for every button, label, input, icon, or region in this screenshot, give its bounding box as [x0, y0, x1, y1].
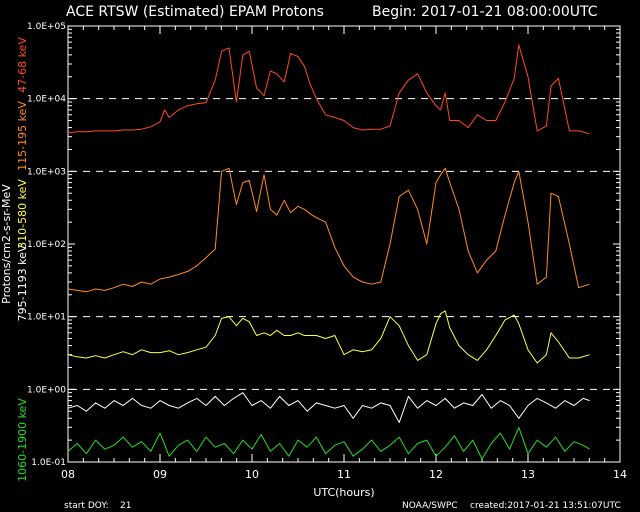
- y-tick-label: 1.0E+00: [27, 385, 66, 395]
- start-doy-value: 21: [120, 501, 131, 511]
- x-tick-label: 11: [337, 468, 351, 481]
- series-label-3: 310-580 keV: [16, 179, 29, 249]
- series-line-2: [67, 167, 590, 293]
- y-tick-label: 1.0E+03: [27, 167, 66, 177]
- y-tick-label: 1.0E-01: [31, 458, 66, 468]
- series-line-5: [67, 426, 590, 460]
- y-axis-ticks: 1.0E-01 1.0E+00 1.0E+01 1.0E+02 1.0E+03 1.0E+…: [27, 22, 620, 468]
- series-label-1: 47-68 keV: [16, 37, 29, 93]
- y-tick-label: 1.0E+02: [27, 240, 66, 250]
- series-label-5: 1060-1900 keV: [16, 398, 29, 482]
- legend-vertical: 47-68 keV 115-195 keV 310-580 keV795-1193 …: [16, 37, 29, 482]
- x-tick-label: 14: [613, 468, 627, 481]
- footer-created: created:2017-01-21 13:51:07UTC: [470, 501, 621, 511]
- x-tick-label: 08: [61, 468, 75, 481]
- series-lines: [67, 44, 590, 460]
- series-label-2: 115-195 keV: [16, 101, 29, 171]
- x-tick-label: 12: [429, 468, 443, 481]
- footer-source: NOAA/SWPC: [402, 501, 458, 511]
- series-line-3: [67, 310, 590, 364]
- series-label-4: 795-1193 keV: [16, 244, 29, 321]
- x-tick-label: 13: [521, 468, 535, 481]
- x-axis-ticks: 08 09 10 11 12 13 14: [61, 26, 627, 481]
- series-line-4: [67, 392, 590, 423]
- start-doy-label: start DOY:: [64, 501, 109, 511]
- series-line-1: [67, 44, 590, 135]
- y-tick-label: 1.0E+05: [27, 22, 66, 32]
- x-tick-label: 09: [153, 468, 167, 481]
- y-tick-label: 1.0E+01: [27, 313, 66, 323]
- y-tick-label: 1.0E+04: [27, 95, 66, 105]
- dashed-gridlines: [70, 98, 618, 390]
- x-axis-title: UTC(hours): [313, 486, 374, 499]
- y-axis-title: Protons/cm2-s-sr-MeV: [0, 184, 13, 304]
- x-tick-label: 10: [245, 468, 259, 481]
- chart-begin-time: Begin: 2017-01-21 08:00:00UTC: [372, 4, 598, 20]
- chart-title: ACE RTSW (Estimated) EPAM Protons: [66, 4, 324, 20]
